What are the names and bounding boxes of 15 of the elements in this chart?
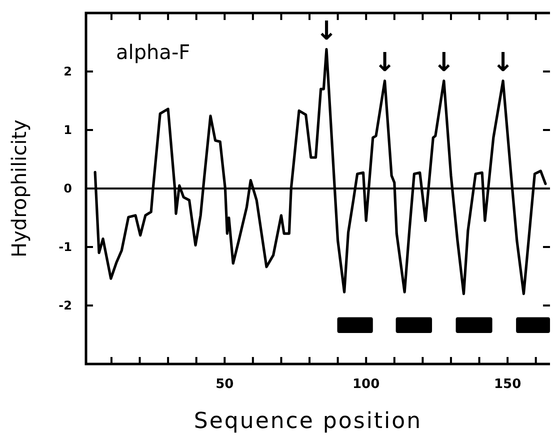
annotation: ↓ (433, 48, 455, 78)
y-axis-title: Hydrophilicity (7, 119, 31, 258)
y-tick-label: -1 (58, 240, 72, 254)
annotation: ↓ (374, 48, 396, 78)
x-tick-label: 100 (352, 377, 380, 392)
x-tick-label: 150 (494, 377, 522, 392)
annotation: alpha-F (116, 40, 190, 64)
y-tick-label: 1 (64, 123, 72, 137)
y-tick-label: 2 (64, 64, 72, 78)
y-tick-label: 0 (64, 182, 72, 196)
annotation: ↓ (316, 16, 338, 46)
y-tick-label: -2 (58, 298, 72, 312)
annotation: ↓ (492, 48, 514, 78)
x-tick-label: 50 (216, 377, 234, 392)
x-axis-title: Sequence position (194, 409, 422, 434)
